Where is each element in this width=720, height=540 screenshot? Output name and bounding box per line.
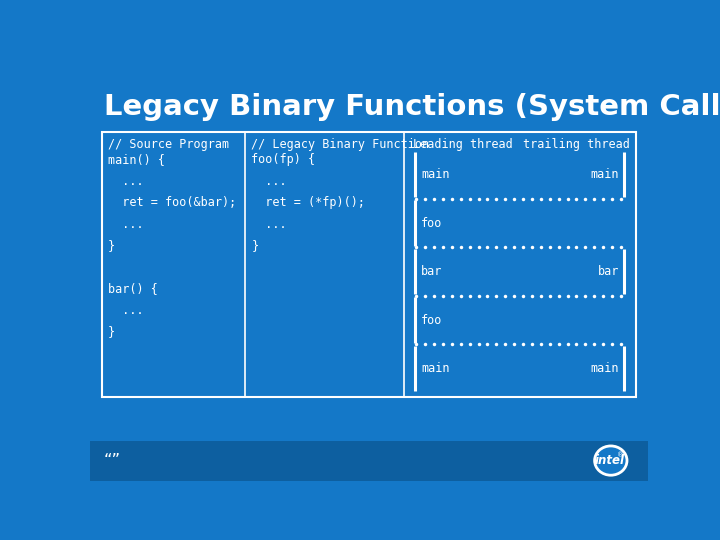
Text: bar: bar	[598, 265, 619, 278]
Text: Leading thread: Leading thread	[413, 138, 513, 151]
Text: intel: intel	[595, 454, 625, 467]
Text: main: main	[591, 362, 619, 375]
Text: ...: ...	[251, 174, 287, 187]
Text: main: main	[421, 168, 449, 181]
Text: “”: “”	[104, 451, 121, 470]
Text: Legacy Binary Functions (System Calls): Legacy Binary Functions (System Calls)	[104, 93, 720, 121]
Text: foo: foo	[421, 314, 442, 327]
Text: // Source Program: // Source Program	[108, 138, 229, 151]
Text: main() {: main() {	[108, 153, 165, 166]
Bar	[90, 441, 648, 481]
Bar	[102, 132, 636, 397]
Text: ret = foo(&bar);: ret = foo(&bar);	[108, 196, 236, 209]
Text: main: main	[591, 168, 619, 181]
Text: }: }	[108, 239, 115, 252]
Text: ret = (*fp)();: ret = (*fp)();	[251, 196, 365, 209]
Text: }: }	[108, 326, 115, 339]
Text: ...: ...	[108, 174, 143, 187]
Text: ...: ...	[251, 218, 287, 231]
Text: trailing thread: trailing thread	[523, 138, 630, 151]
Text: bar: bar	[421, 265, 442, 278]
Text: }: }	[251, 239, 258, 252]
Text: foo(fp) {: foo(fp) {	[251, 153, 315, 166]
Ellipse shape	[595, 446, 627, 475]
Text: ...: ...	[108, 304, 143, 317]
Text: ...: ...	[108, 218, 143, 231]
Text: // Legacy Binary Function: // Legacy Binary Function	[251, 138, 429, 151]
Text: foo: foo	[421, 217, 442, 230]
Text: ®: ®	[617, 452, 624, 458]
Text: bar() {: bar() {	[108, 282, 158, 295]
Text: main: main	[421, 362, 449, 375]
